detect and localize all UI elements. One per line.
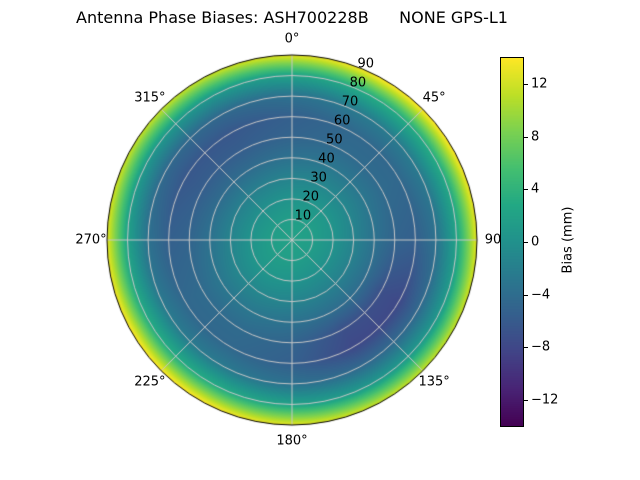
- r-tick-label: 40: [318, 151, 335, 167]
- colorbar-tick-mark: [524, 347, 528, 349]
- r-tick-label: 70: [341, 94, 359, 110]
- r-tick-label: 20: [302, 189, 319, 205]
- colorbar-tick-mark: [524, 294, 528, 296]
- colorbar-tick-label: 4: [531, 181, 540, 197]
- r-tick-label: 30: [310, 170, 327, 186]
- colorbar-tick-label: 12: [531, 76, 548, 92]
- colorbar-tick-mark: [524, 189, 528, 191]
- theta-tick-label: 225°: [134, 374, 166, 390]
- colorbar-tick-label: 8: [531, 129, 540, 145]
- r-tick-label: 90: [357, 56, 375, 72]
- r-tick-label: 80: [349, 75, 367, 91]
- colorbar-tick-mark: [524, 242, 528, 243]
- theta-tick-label: 270°: [75, 232, 107, 248]
- colorbar-tick-label: −4: [531, 287, 551, 303]
- theta-tick-label: 45°: [422, 90, 446, 106]
- colorbar-tick-mark: [524, 399, 528, 401]
- r-tick-label: 60: [333, 113, 351, 129]
- theta-tick-label: 180°: [276, 433, 308, 449]
- colorbar-tick-label: 0: [531, 234, 540, 250]
- theta-tick-label: 315°: [134, 90, 166, 106]
- colorbar-label: Bias (mm): [560, 206, 576, 274]
- theta-tick-label: 0°: [284, 31, 300, 47]
- colorbar-tick-mark: [524, 136, 528, 138]
- colorbar-tick-label: −12: [531, 392, 559, 408]
- r-tick-label: 10: [294, 208, 312, 224]
- theta-tick-label: 90: [484, 232, 502, 248]
- colorbar-tick-label: −8: [531, 339, 551, 355]
- colorbar-gradient: [500, 57, 524, 427]
- colorbar-tick-mark: [524, 84, 528, 86]
- r-tick-label: 50: [326, 132, 343, 148]
- theta-tick-label: 135°: [418, 374, 450, 390]
